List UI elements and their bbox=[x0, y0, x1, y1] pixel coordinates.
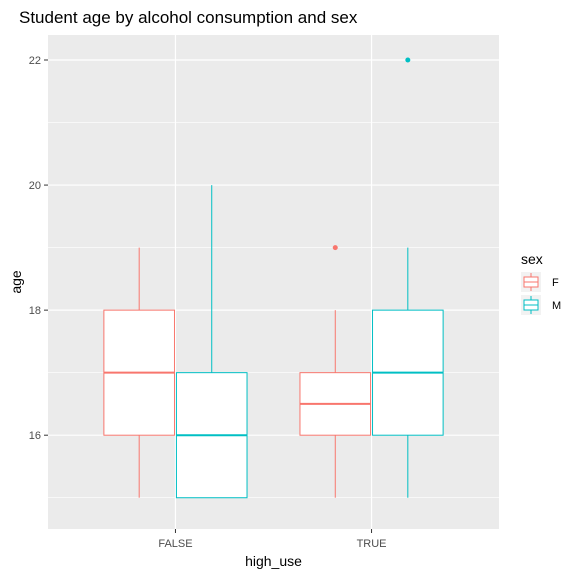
y-tick-label: 18 bbox=[29, 305, 41, 317]
legend-label: F bbox=[552, 277, 559, 289]
box-M-FALSE bbox=[175, 185, 248, 499]
box-F-TRUE bbox=[299, 245, 372, 498]
outlier-point bbox=[332, 245, 338, 251]
y-axis-title: age bbox=[8, 270, 24, 294]
y-tick-label: 20 bbox=[29, 180, 41, 192]
y-axis: 16 18 20 22 bbox=[29, 55, 48, 442]
y-tick-label: 22 bbox=[29, 55, 41, 67]
x-axis: FALSE TRUE bbox=[158, 529, 387, 550]
legend-item-M: M bbox=[521, 295, 561, 315]
x-tick-label: FALSE bbox=[158, 538, 192, 550]
box-F-FALSE bbox=[103, 247, 175, 498]
y-tick-label: 16 bbox=[29, 430, 41, 442]
outlier-point bbox=[405, 57, 411, 63]
chart-title: Student age by alcohol consumption and s… bbox=[19, 8, 358, 27]
legend: sex FM bbox=[521, 251, 561, 315]
boxes-layer bbox=[103, 57, 444, 499]
legend-label: M bbox=[552, 300, 561, 312]
box-M-TRUE bbox=[372, 57, 444, 498]
x-tick-label: TRUE bbox=[357, 538, 387, 550]
legend-item-F: F bbox=[521, 272, 559, 292]
x-axis-title: high_use bbox=[245, 553, 302, 569]
plot-panel bbox=[48, 35, 499, 529]
legend-title: sex bbox=[521, 251, 543, 267]
